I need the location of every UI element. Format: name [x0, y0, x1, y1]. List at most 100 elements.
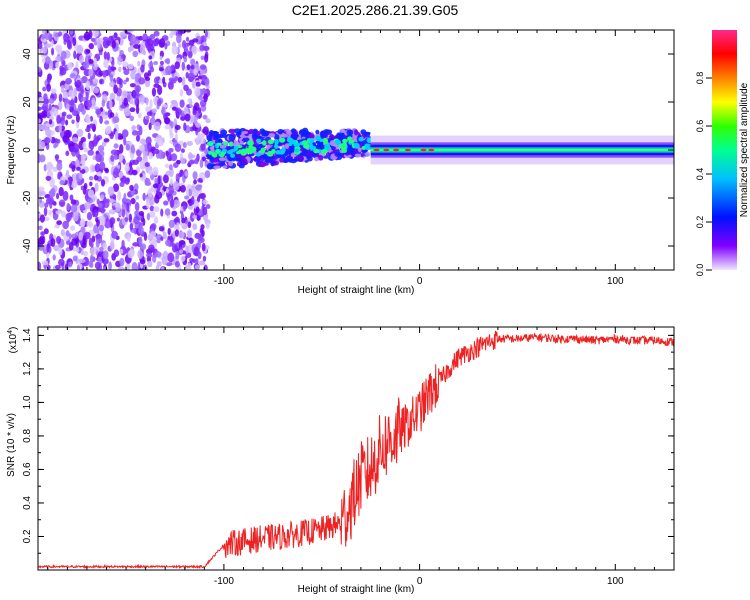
- spectrogram-cell: [106, 51, 110, 61]
- spectrogram-cell: [113, 32, 118, 39]
- y-tick-label: 1.0: [22, 395, 33, 409]
- spectrogram-cell: [119, 257, 125, 267]
- spectrogram-cell: [66, 138, 71, 146]
- spectrogram-cell: [85, 91, 89, 101]
- spectrogram-cell: [88, 42, 94, 50]
- spectrogram-cell: [58, 124, 62, 133]
- spectrogram-cell: [45, 127, 51, 137]
- spectrogram-cell: [72, 37, 77, 47]
- spectrogram-cell: [62, 190, 69, 201]
- spectrogram-cell: [99, 115, 103, 124]
- spectrogram-cell: [142, 218, 146, 226]
- spectrogram-cell: [277, 128, 284, 135]
- spectrogram-cell: [200, 142, 206, 151]
- spectrogram-cell: [105, 126, 112, 135]
- spectrogram-cell: [138, 94, 146, 103]
- spectrogram-cell: [125, 77, 130, 82]
- spectrogram-cell: [204, 78, 210, 86]
- spectrogram-cell: [109, 240, 115, 251]
- spectrogram-cell: [175, 250, 180, 260]
- spectrogram-cell: [98, 51, 103, 56]
- spectrogram-cell: [293, 142, 300, 148]
- spectrogram-cell: [103, 138, 110, 143]
- spectrogram-cell: [157, 149, 164, 160]
- spectrogram-cell: [241, 130, 249, 135]
- spectrogram-cell: [205, 118, 211, 124]
- spectrogram-cell: [94, 182, 99, 192]
- spectrogram-cell: [168, 219, 175, 229]
- spectrogram-cell: [113, 167, 119, 176]
- spectrogram-cell: [314, 156, 320, 162]
- spectrogram-cell: [240, 150, 247, 156]
- spectrogram-cell: [73, 87, 78, 98]
- spectrogram-cell: [215, 149, 220, 154]
- spectrogram-cell: [174, 76, 179, 82]
- spectrogram-cell: [138, 77, 146, 85]
- spectrogram-cell: [66, 202, 71, 211]
- spectrogram-cell: [126, 202, 130, 212]
- x-tick-label: -100: [214, 576, 234, 587]
- spectrogram-cell: [65, 230, 70, 237]
- spectrogram-cell: [364, 146, 372, 151]
- spectrogram-cell: [235, 131, 242, 136]
- spectrogram-cell: [38, 96, 44, 106]
- spectrogram-cell: [182, 204, 186, 211]
- spectrogram-cell: [271, 148, 276, 154]
- spectrogram-cell: [182, 142, 187, 149]
- spectrogram-cell: [118, 135, 124, 140]
- spectrogram-cell: [83, 182, 88, 190]
- spectrogram-cell: [158, 225, 165, 232]
- spectrogram-cell: [149, 98, 153, 109]
- spectrogram-cell: [174, 229, 180, 237]
- spectrogram-cell: [38, 140, 43, 149]
- spectrogram-cell: [127, 30, 135, 33]
- spectrogram-cell: [228, 141, 234, 147]
- spectrogram-cell: [167, 227, 171, 235]
- spectrogram-cell: [124, 177, 130, 185]
- spectrogram-cell: [131, 125, 136, 131]
- spectrogram-cell: [55, 264, 61, 270]
- spectrogram-cell: [65, 169, 70, 178]
- spectrogram-cell: [195, 137, 200, 145]
- spectrogram-cell: [152, 38, 160, 47]
- spectrogram-cell: [55, 154, 59, 162]
- spectrogram-cell: [193, 116, 198, 126]
- spectrogram-cell: [75, 114, 80, 123]
- spectrogram-cell: [178, 249, 184, 254]
- spectrogram-cell: [150, 223, 157, 231]
- spectrogram-cell: [70, 98, 75, 108]
- spectrogram-cell: [71, 119, 75, 124]
- spectrogram-cell: [45, 56, 51, 65]
- spectrogram-cell: [167, 252, 175, 263]
- spectrogram-cell: [43, 163, 47, 172]
- spectrogram-cell: [172, 181, 180, 191]
- spectrogram-cell: [99, 194, 105, 200]
- spectrogram-cell: [122, 91, 129, 97]
- spectrogram-cell: [133, 216, 140, 225]
- spectrogram-cell: [89, 181, 93, 187]
- spectrogram-cell: [50, 238, 56, 247]
- spectrogram-cell: [164, 163, 170, 168]
- spectrogram-cell: [203, 93, 208, 103]
- spectrogram-cell: [164, 117, 170, 125]
- spectrogram-cell: [86, 221, 90, 227]
- colorbar-gradient: [712, 30, 737, 270]
- spectrogram-cell: [131, 130, 139, 136]
- spectrogram-cell: [52, 254, 56, 261]
- spectrogram-cell: [204, 53, 209, 63]
- spectrogram-cell: [181, 61, 186, 71]
- spectrogram-cell: [238, 163, 245, 169]
- spectrogram-cell: [191, 80, 197, 89]
- snr-marks: [38, 330, 674, 570]
- spectrogram-cell: [69, 73, 76, 79]
- spectrogram-cell: [160, 60, 164, 66]
- spectrogram-cell: [125, 143, 130, 151]
- spectrogram-cell: [155, 191, 163, 200]
- spectrogram-cell: [204, 30, 208, 38]
- spectrogram-cell: [147, 188, 153, 198]
- spectrogram-cell: [109, 132, 114, 140]
- spectrogram-cell: [171, 210, 178, 217]
- spectrogram-cell: [192, 223, 198, 231]
- spectrogram-cell: [52, 166, 58, 172]
- spectrogram-cell: [114, 130, 119, 141]
